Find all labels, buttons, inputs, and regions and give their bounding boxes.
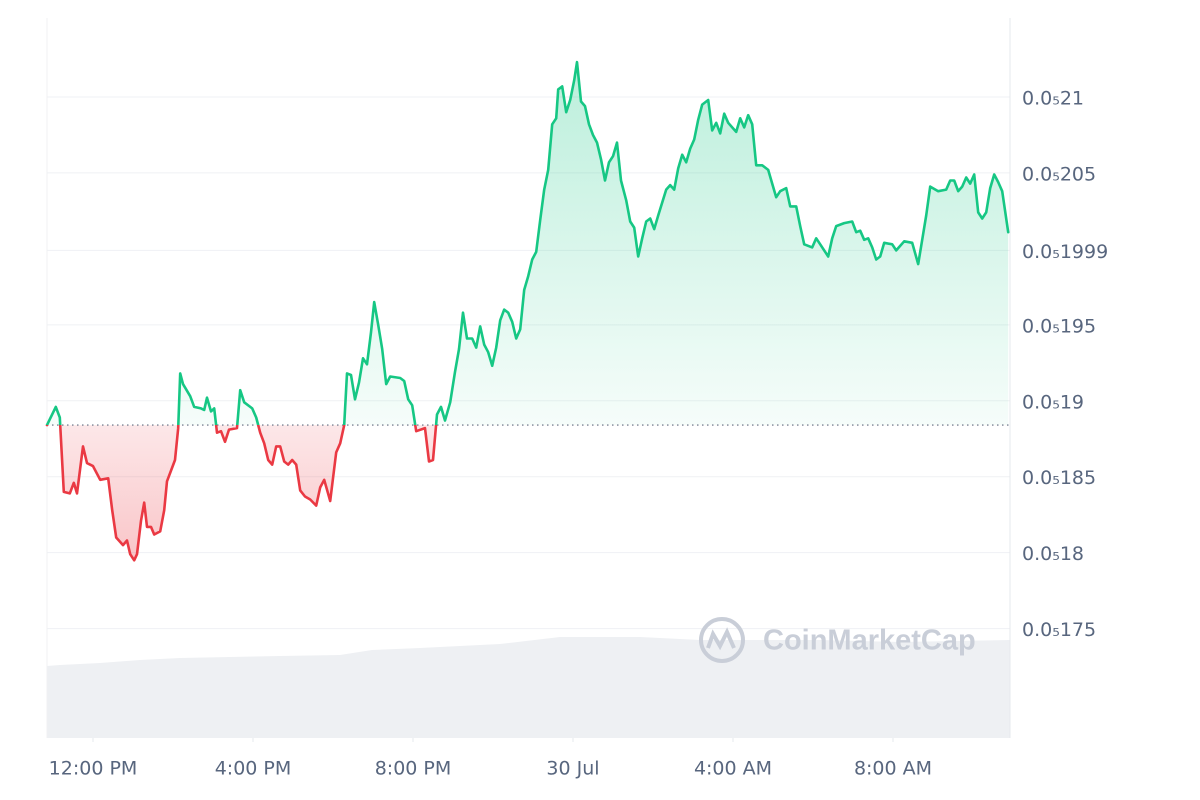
price-line [45, 60, 1010, 562]
y-tick-label: 0.0₅21 [1022, 87, 1084, 109]
y-tick-label: 0.0₅1999 [1022, 241, 1108, 263]
watermark: CoinMarketCap [763, 625, 976, 657]
area-fill [47, 62, 1009, 561]
y-tick-label: 0.0₅175 [1022, 619, 1096, 641]
x-tick-label: 8:00 PM [375, 758, 452, 780]
y-tick-label: 0.0₅205 [1022, 163, 1096, 185]
y-tick-label: 0.0₅185 [1022, 467, 1096, 489]
watermark-logo [699, 617, 745, 663]
y-tick-label: 0.0₅18 [1022, 543, 1084, 565]
x-tick-label: 4:00 AM [694, 758, 772, 780]
x-tick-label: 12:00 PM [49, 758, 138, 780]
x-tick-label: 4:00 PM [215, 758, 292, 780]
x-tick-label: 30 Jul [546, 758, 599, 780]
plot [45, 60, 1010, 562]
y-tick-label: 0.0₅19 [1022, 391, 1084, 413]
x-tick-label: 8:00 AM [854, 758, 932, 780]
y-tick-label: 0.0₅195 [1022, 315, 1096, 337]
volume-area [47, 637, 1010, 738]
